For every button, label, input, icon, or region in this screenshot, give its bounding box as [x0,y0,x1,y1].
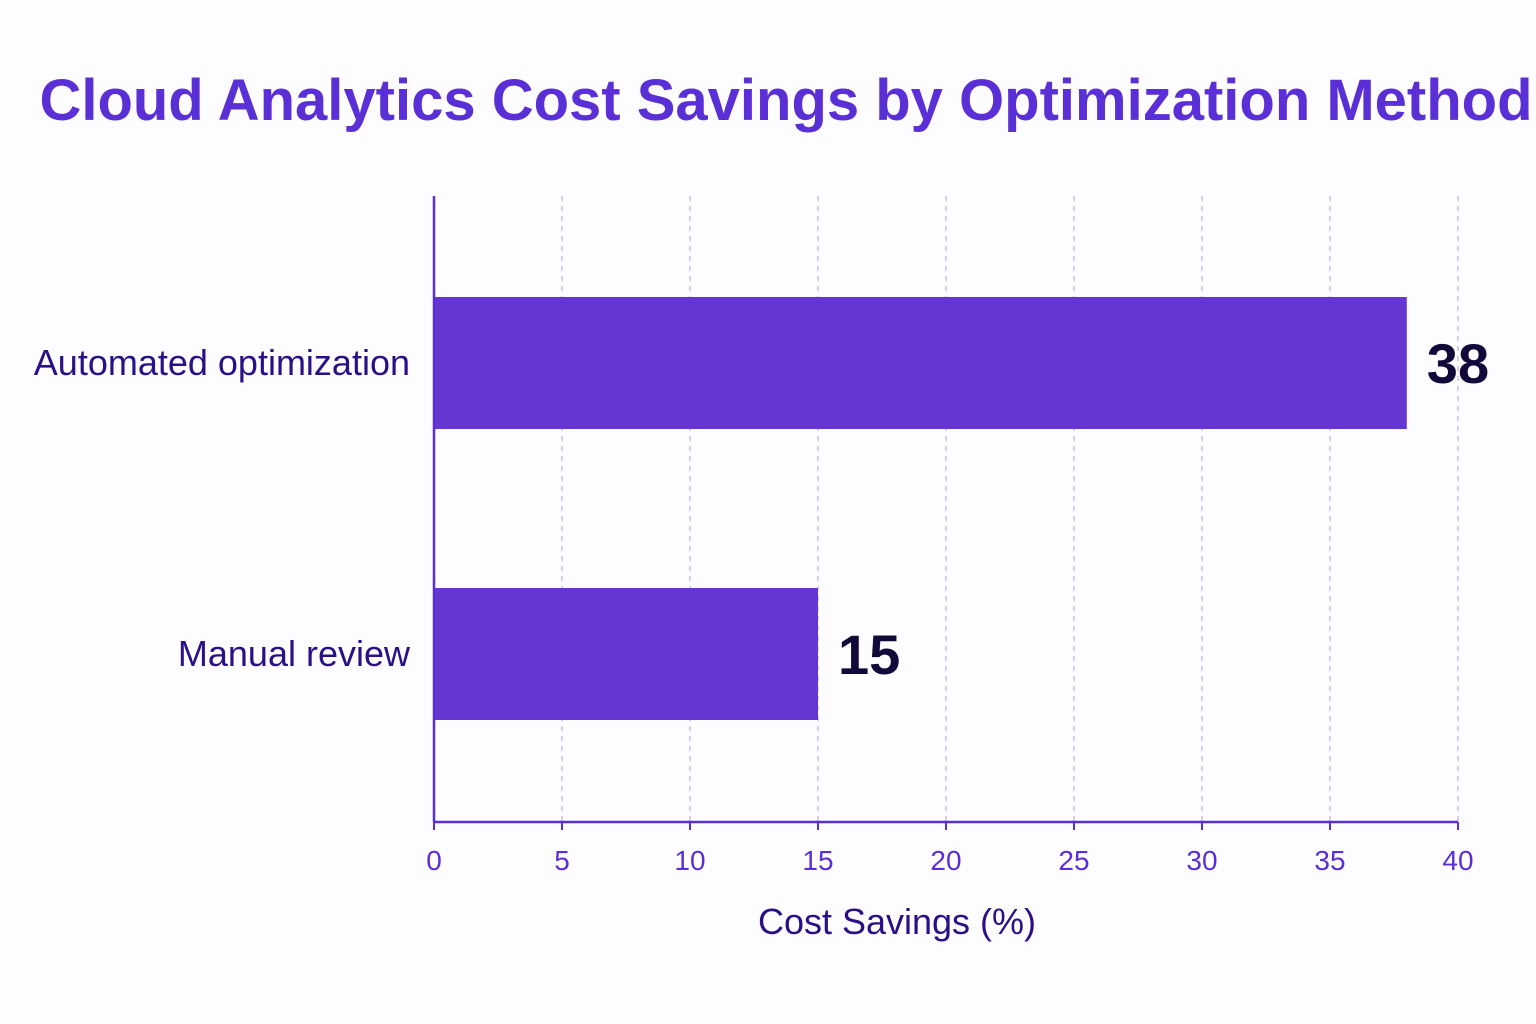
value-label: 15 [838,623,900,686]
bar-automated-optimization [434,297,1407,429]
x-tick-label: 30 [1186,845,1217,876]
category-label: Manual review [178,633,411,674]
x-tick-label: 10 [674,845,705,876]
x-tick-label: 25 [1058,845,1089,876]
category-label: Automated optimization [34,342,410,383]
bars [434,297,1407,720]
x-tick-label: 35 [1314,845,1345,876]
x-tick-label: 15 [802,845,833,876]
x-tick-labels: 0 5 10 15 20 25 30 35 40 [426,822,1474,876]
x-tick-label: 40 [1442,845,1473,876]
bar-manual-review [434,588,818,720]
value-label: 38 [1427,332,1489,395]
chart-title: Cloud Analytics Cost Savings by Optimiza… [39,68,1532,133]
x-tick-label: 5 [554,845,570,876]
x-axis-title: Cost Savings (%) [758,901,1036,942]
x-tick-label: 20 [930,845,961,876]
gridlines [561,196,1459,822]
category-labels: Automated optimization Manual review [34,342,411,674]
x-tick-label: 0 [426,845,442,876]
value-labels: 38 15 [838,332,1489,686]
